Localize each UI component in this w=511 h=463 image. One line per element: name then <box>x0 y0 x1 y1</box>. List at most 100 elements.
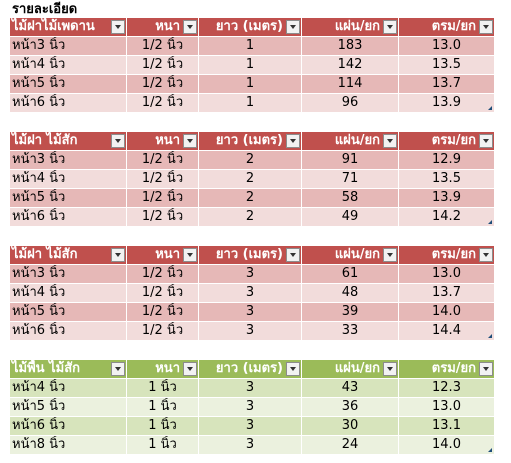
filter-dropdown-icon[interactable] <box>183 362 197 376</box>
table-cell[interactable]: 1/2 นิ้ว <box>127 322 199 341</box>
filter-dropdown-icon[interactable] <box>111 20 125 34</box>
table-cell[interactable]: 1/2 นิ้ว <box>127 208 199 227</box>
header-cell[interactable]: ไม้ฝาไม้เพดาน <box>10 18 127 37</box>
filter-dropdown-icon[interactable] <box>383 248 397 262</box>
table-cell[interactable]: 114 <box>302 75 399 94</box>
filter-dropdown-icon[interactable] <box>479 20 493 34</box>
table-cell[interactable]: 1/2 นิ้ว <box>127 265 199 284</box>
header-cell[interactable]: ไม้พื้น ไม้สัก <box>10 360 127 379</box>
table-cell[interactable]: 13.9 <box>399 189 495 208</box>
table-cell[interactable]: 13.5 <box>399 56 495 75</box>
table-cell[interactable]: 61 <box>302 265 399 284</box>
table-cell[interactable]: 1 นิ้ว <box>127 379 199 398</box>
header-cell[interactable]: ยาว (เมตร) <box>199 246 302 265</box>
header-cell[interactable]: หนา <box>127 132 199 151</box>
table-cell[interactable]: 71 <box>302 170 399 189</box>
table-cell[interactable]: 13.1 <box>399 417 495 436</box>
table-cell[interactable]: 1/2 นิ้ว <box>127 189 199 208</box>
table-cell[interactable]: 13.5 <box>399 170 495 189</box>
table-cell[interactable]: 43 <box>302 379 399 398</box>
table-resize-handle[interactable] <box>488 106 492 110</box>
table-cell[interactable]: 3 <box>199 284 302 303</box>
table-cell[interactable]: หน้า8 นิ้ว <box>10 436 127 455</box>
header-cell[interactable]: ตรม/ยก <box>399 246 495 265</box>
table-cell[interactable]: 96 <box>302 94 399 113</box>
filter-dropdown-icon[interactable] <box>286 134 300 148</box>
header-cell[interactable]: แผ่น/ยก <box>302 360 399 379</box>
table-cell[interactable]: 3 <box>199 398 302 417</box>
table-cell[interactable]: หน้า3 นิ้ว <box>10 265 127 284</box>
table-cell[interactable]: 1/2 นิ้ว <box>127 37 199 56</box>
header-cell[interactable]: แผ่น/ยก <box>302 246 399 265</box>
header-cell[interactable]: ไม้ฝา ไม้สัก <box>10 246 127 265</box>
table-cell[interactable]: หน้า3 นิ้ว <box>10 151 127 170</box>
table-resize-handle[interactable] <box>488 448 492 452</box>
filter-dropdown-icon[interactable] <box>383 134 397 148</box>
header-cell[interactable]: ยาว (เมตร) <box>199 360 302 379</box>
table-cell[interactable]: หน้า3 นิ้ว <box>10 37 127 56</box>
header-cell[interactable]: ไม้ฝา ไม้สัก <box>10 132 127 151</box>
table-cell[interactable]: 13.9 <box>399 94 495 113</box>
table-cell[interactable]: 1/2 นิ้ว <box>127 56 199 75</box>
filter-dropdown-icon[interactable] <box>183 134 197 148</box>
table-cell[interactable]: หน้า6 นิ้ว <box>10 94 127 113</box>
table-cell[interactable]: 1 <box>199 94 302 113</box>
table-cell[interactable]: หน้า6 นิ้ว <box>10 417 127 436</box>
table-cell[interactable]: 49 <box>302 208 399 227</box>
filter-dropdown-icon[interactable] <box>286 362 300 376</box>
table-cell[interactable]: 2 <box>199 189 302 208</box>
table-cell[interactable]: 1/2 นิ้ว <box>127 303 199 322</box>
table-cell[interactable]: 3 <box>199 436 302 455</box>
table-cell[interactable]: หน้า4 นิ้ว <box>10 284 127 303</box>
table-cell[interactable]: 14.0 <box>399 436 495 455</box>
table-cell[interactable]: 14.4 <box>399 322 495 341</box>
filter-dropdown-icon[interactable] <box>111 134 125 148</box>
header-cell[interactable]: แผ่น/ยก <box>302 18 399 37</box>
table-cell[interactable]: 183 <box>302 37 399 56</box>
table-cell[interactable]: 24 <box>302 436 399 455</box>
table-cell[interactable]: 12.3 <box>399 379 495 398</box>
table-cell[interactable]: หน้า4 นิ้ว <box>10 56 127 75</box>
filter-dropdown-icon[interactable] <box>383 362 397 376</box>
table-cell[interactable]: 3 <box>199 379 302 398</box>
table-cell[interactable]: 58 <box>302 189 399 208</box>
table-cell[interactable]: 3 <box>199 322 302 341</box>
table-cell[interactable]: 1 <box>199 56 302 75</box>
table-cell[interactable]: 13.7 <box>399 284 495 303</box>
table-cell[interactable]: 2 <box>199 208 302 227</box>
table-cell[interactable]: หน้า4 นิ้ว <box>10 379 127 398</box>
table-cell[interactable]: 13.0 <box>399 398 495 417</box>
header-cell[interactable]: หนา <box>127 246 199 265</box>
table-cell[interactable]: 30 <box>302 417 399 436</box>
filter-dropdown-icon[interactable] <box>286 20 300 34</box>
header-cell[interactable]: ตรม/ยก <box>399 360 495 379</box>
filter-dropdown-icon[interactable] <box>479 362 493 376</box>
table-cell[interactable]: 1 นิ้ว <box>127 436 199 455</box>
filter-dropdown-icon[interactable] <box>479 134 493 148</box>
filter-dropdown-icon[interactable] <box>111 362 125 376</box>
header-cell[interactable]: หนา <box>127 360 199 379</box>
table-cell[interactable]: 1 <box>199 75 302 94</box>
table-cell[interactable]: 33 <box>302 322 399 341</box>
table-cell[interactable]: หน้า6 นิ้ว <box>10 208 127 227</box>
header-cell[interactable]: แผ่น/ยก <box>302 132 399 151</box>
table-cell[interactable]: หน้า5 นิ้ว <box>10 189 127 208</box>
table-cell[interactable]: 3 <box>199 303 302 322</box>
table-cell[interactable]: 14.2 <box>399 208 495 227</box>
table-cell[interactable]: หน้า5 นิ้ว <box>10 398 127 417</box>
table-cell[interactable]: 1/2 นิ้ว <box>127 75 199 94</box>
table-cell[interactable]: หน้า5 นิ้ว <box>10 75 127 94</box>
header-cell[interactable]: หนา <box>127 18 199 37</box>
table-cell[interactable]: หน้า6 นิ้ว <box>10 322 127 341</box>
filter-dropdown-icon[interactable] <box>111 248 125 262</box>
table-cell[interactable]: 91 <box>302 151 399 170</box>
filter-dropdown-icon[interactable] <box>183 20 197 34</box>
filter-dropdown-icon[interactable] <box>383 20 397 34</box>
table-cell[interactable]: 2 <box>199 151 302 170</box>
table-cell[interactable]: 39 <box>302 303 399 322</box>
table-cell[interactable]: 13.0 <box>399 37 495 56</box>
table-cell[interactable]: 2 <box>199 170 302 189</box>
table-cell[interactable]: 14.0 <box>399 303 495 322</box>
table-cell[interactable]: 1/2 นิ้ว <box>127 170 199 189</box>
table-cell[interactable]: 48 <box>302 284 399 303</box>
